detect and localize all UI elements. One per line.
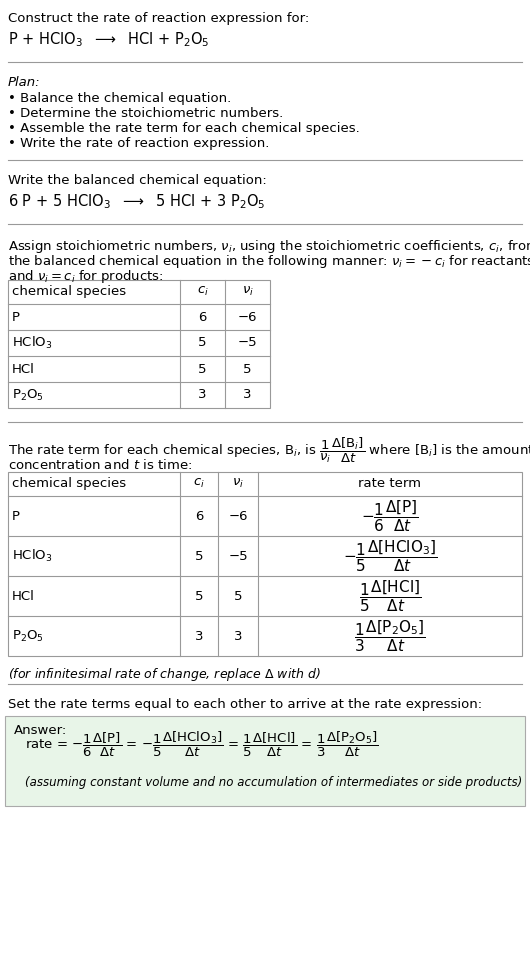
Text: $\nu_i$: $\nu_i$ <box>232 477 244 490</box>
Text: P$_2$O$_5$: P$_2$O$_5$ <box>12 388 44 402</box>
Text: (for infinitesimal rate of change, replace $\Delta$ with $d$): (for infinitesimal rate of change, repla… <box>8 666 321 683</box>
Text: $c_i$: $c_i$ <box>197 285 208 298</box>
Text: Set the rate terms equal to each other to arrive at the rate expression:: Set the rate terms equal to each other t… <box>8 698 482 711</box>
Text: 5: 5 <box>234 589 242 603</box>
Text: 6 P + 5 HClO$_3$  $\longrightarrow$  5 HCl + 3 P$_2$O$_5$: 6 P + 5 HClO$_3$ $\longrightarrow$ 5 HCl… <box>8 192 266 211</box>
Text: Answer:: Answer: <box>14 724 67 737</box>
Bar <box>8 280 270 408</box>
Text: 6: 6 <box>195 509 203 523</box>
Text: 5: 5 <box>198 336 207 350</box>
Text: HClO$_3$: HClO$_3$ <box>12 548 52 564</box>
Text: −5: −5 <box>237 336 257 350</box>
Text: • Balance the chemical equation.: • Balance the chemical equation. <box>8 92 231 105</box>
Text: −5: −5 <box>228 549 248 563</box>
Text: • Write the rate of reaction expression.: • Write the rate of reaction expression. <box>8 137 269 150</box>
Text: Assign stoichiometric numbers, $\nu_i$, using the stoichiometric coefficients, $: Assign stoichiometric numbers, $\nu_i$, … <box>8 238 530 255</box>
Text: Write the balanced chemical equation:: Write the balanced chemical equation: <box>8 174 267 187</box>
Text: HCl: HCl <box>12 589 35 603</box>
Text: $-\dfrac{1}{5}\dfrac{\Delta[\mathrm{HClO_3}]}{\Delta t}$: $-\dfrac{1}{5}\dfrac{\Delta[\mathrm{HClO… <box>343 538 437 573</box>
Text: chemical species: chemical species <box>12 285 126 298</box>
Text: P: P <box>12 509 20 523</box>
Text: 5: 5 <box>195 589 203 603</box>
Text: concentration and $t$ is time:: concentration and $t$ is time: <box>8 458 192 472</box>
Text: rate term: rate term <box>358 477 421 490</box>
Text: 3: 3 <box>195 630 203 642</box>
Text: 3: 3 <box>198 389 207 401</box>
Text: HClO$_3$: HClO$_3$ <box>12 335 52 351</box>
Text: 5: 5 <box>198 363 207 375</box>
Text: • Assemble the rate term for each chemical species.: • Assemble the rate term for each chemic… <box>8 122 360 135</box>
Text: 3: 3 <box>243 389 252 401</box>
Text: P + HClO$_3$  $\longrightarrow$  HCl + P$_2$O$_5$: P + HClO$_3$ $\longrightarrow$ HCl + P$_… <box>8 30 209 49</box>
Text: and $\nu_i = c_i$ for products:: and $\nu_i = c_i$ for products: <box>8 268 164 285</box>
Text: −6: −6 <box>238 310 257 324</box>
Text: HCl: HCl <box>12 363 35 375</box>
Text: the balanced chemical equation in the following manner: $\nu_i = -c_i$ for react: the balanced chemical equation in the fo… <box>8 253 530 270</box>
Text: $\dfrac{1}{5}\dfrac{\Delta[\mathrm{HCl}]}{\Delta t}$: $\dfrac{1}{5}\dfrac{\Delta[\mathrm{HCl}]… <box>359 578 421 614</box>
Text: $\nu_i$: $\nu_i$ <box>242 285 253 298</box>
Text: −6: −6 <box>228 509 248 523</box>
Text: Plan:: Plan: <box>8 76 41 89</box>
Text: (assuming constant volume and no accumulation of intermediates or side products): (assuming constant volume and no accumul… <box>25 776 522 789</box>
Text: 6: 6 <box>198 310 207 324</box>
Text: Construct the rate of reaction expression for:: Construct the rate of reaction expressio… <box>8 12 309 25</box>
Text: 5: 5 <box>195 549 203 563</box>
Text: 3: 3 <box>234 630 242 642</box>
Text: P: P <box>12 310 20 324</box>
Text: chemical species: chemical species <box>12 477 126 490</box>
Bar <box>5 716 525 806</box>
Text: P$_2$O$_5$: P$_2$O$_5$ <box>12 629 44 643</box>
Text: The rate term for each chemical species, B$_i$, is $\dfrac{1}{\nu_i}\dfrac{\Delt: The rate term for each chemical species,… <box>8 436 530 466</box>
Text: • Determine the stoichiometric numbers.: • Determine the stoichiometric numbers. <box>8 107 283 120</box>
Text: $-\dfrac{1}{6}\dfrac{\Delta[\mathrm{P}]}{\Delta t}$: $-\dfrac{1}{6}\dfrac{\Delta[\mathrm{P}]}… <box>361 498 419 534</box>
Bar <box>8 472 522 656</box>
Text: 5: 5 <box>243 363 252 375</box>
Text: rate = $-\dfrac{1}{6}\dfrac{\Delta[\mathrm{P}]}{\Delta t}$ = $-\dfrac{1}{5}\dfra: rate = $-\dfrac{1}{6}\dfrac{\Delta[\math… <box>25 729 379 758</box>
Text: $\dfrac{1}{3}\dfrac{\Delta[\mathrm{P_2O_5}]}{\Delta t}$: $\dfrac{1}{3}\dfrac{\Delta[\mathrm{P_2O_… <box>354 618 426 654</box>
Text: $c_i$: $c_i$ <box>193 477 205 490</box>
